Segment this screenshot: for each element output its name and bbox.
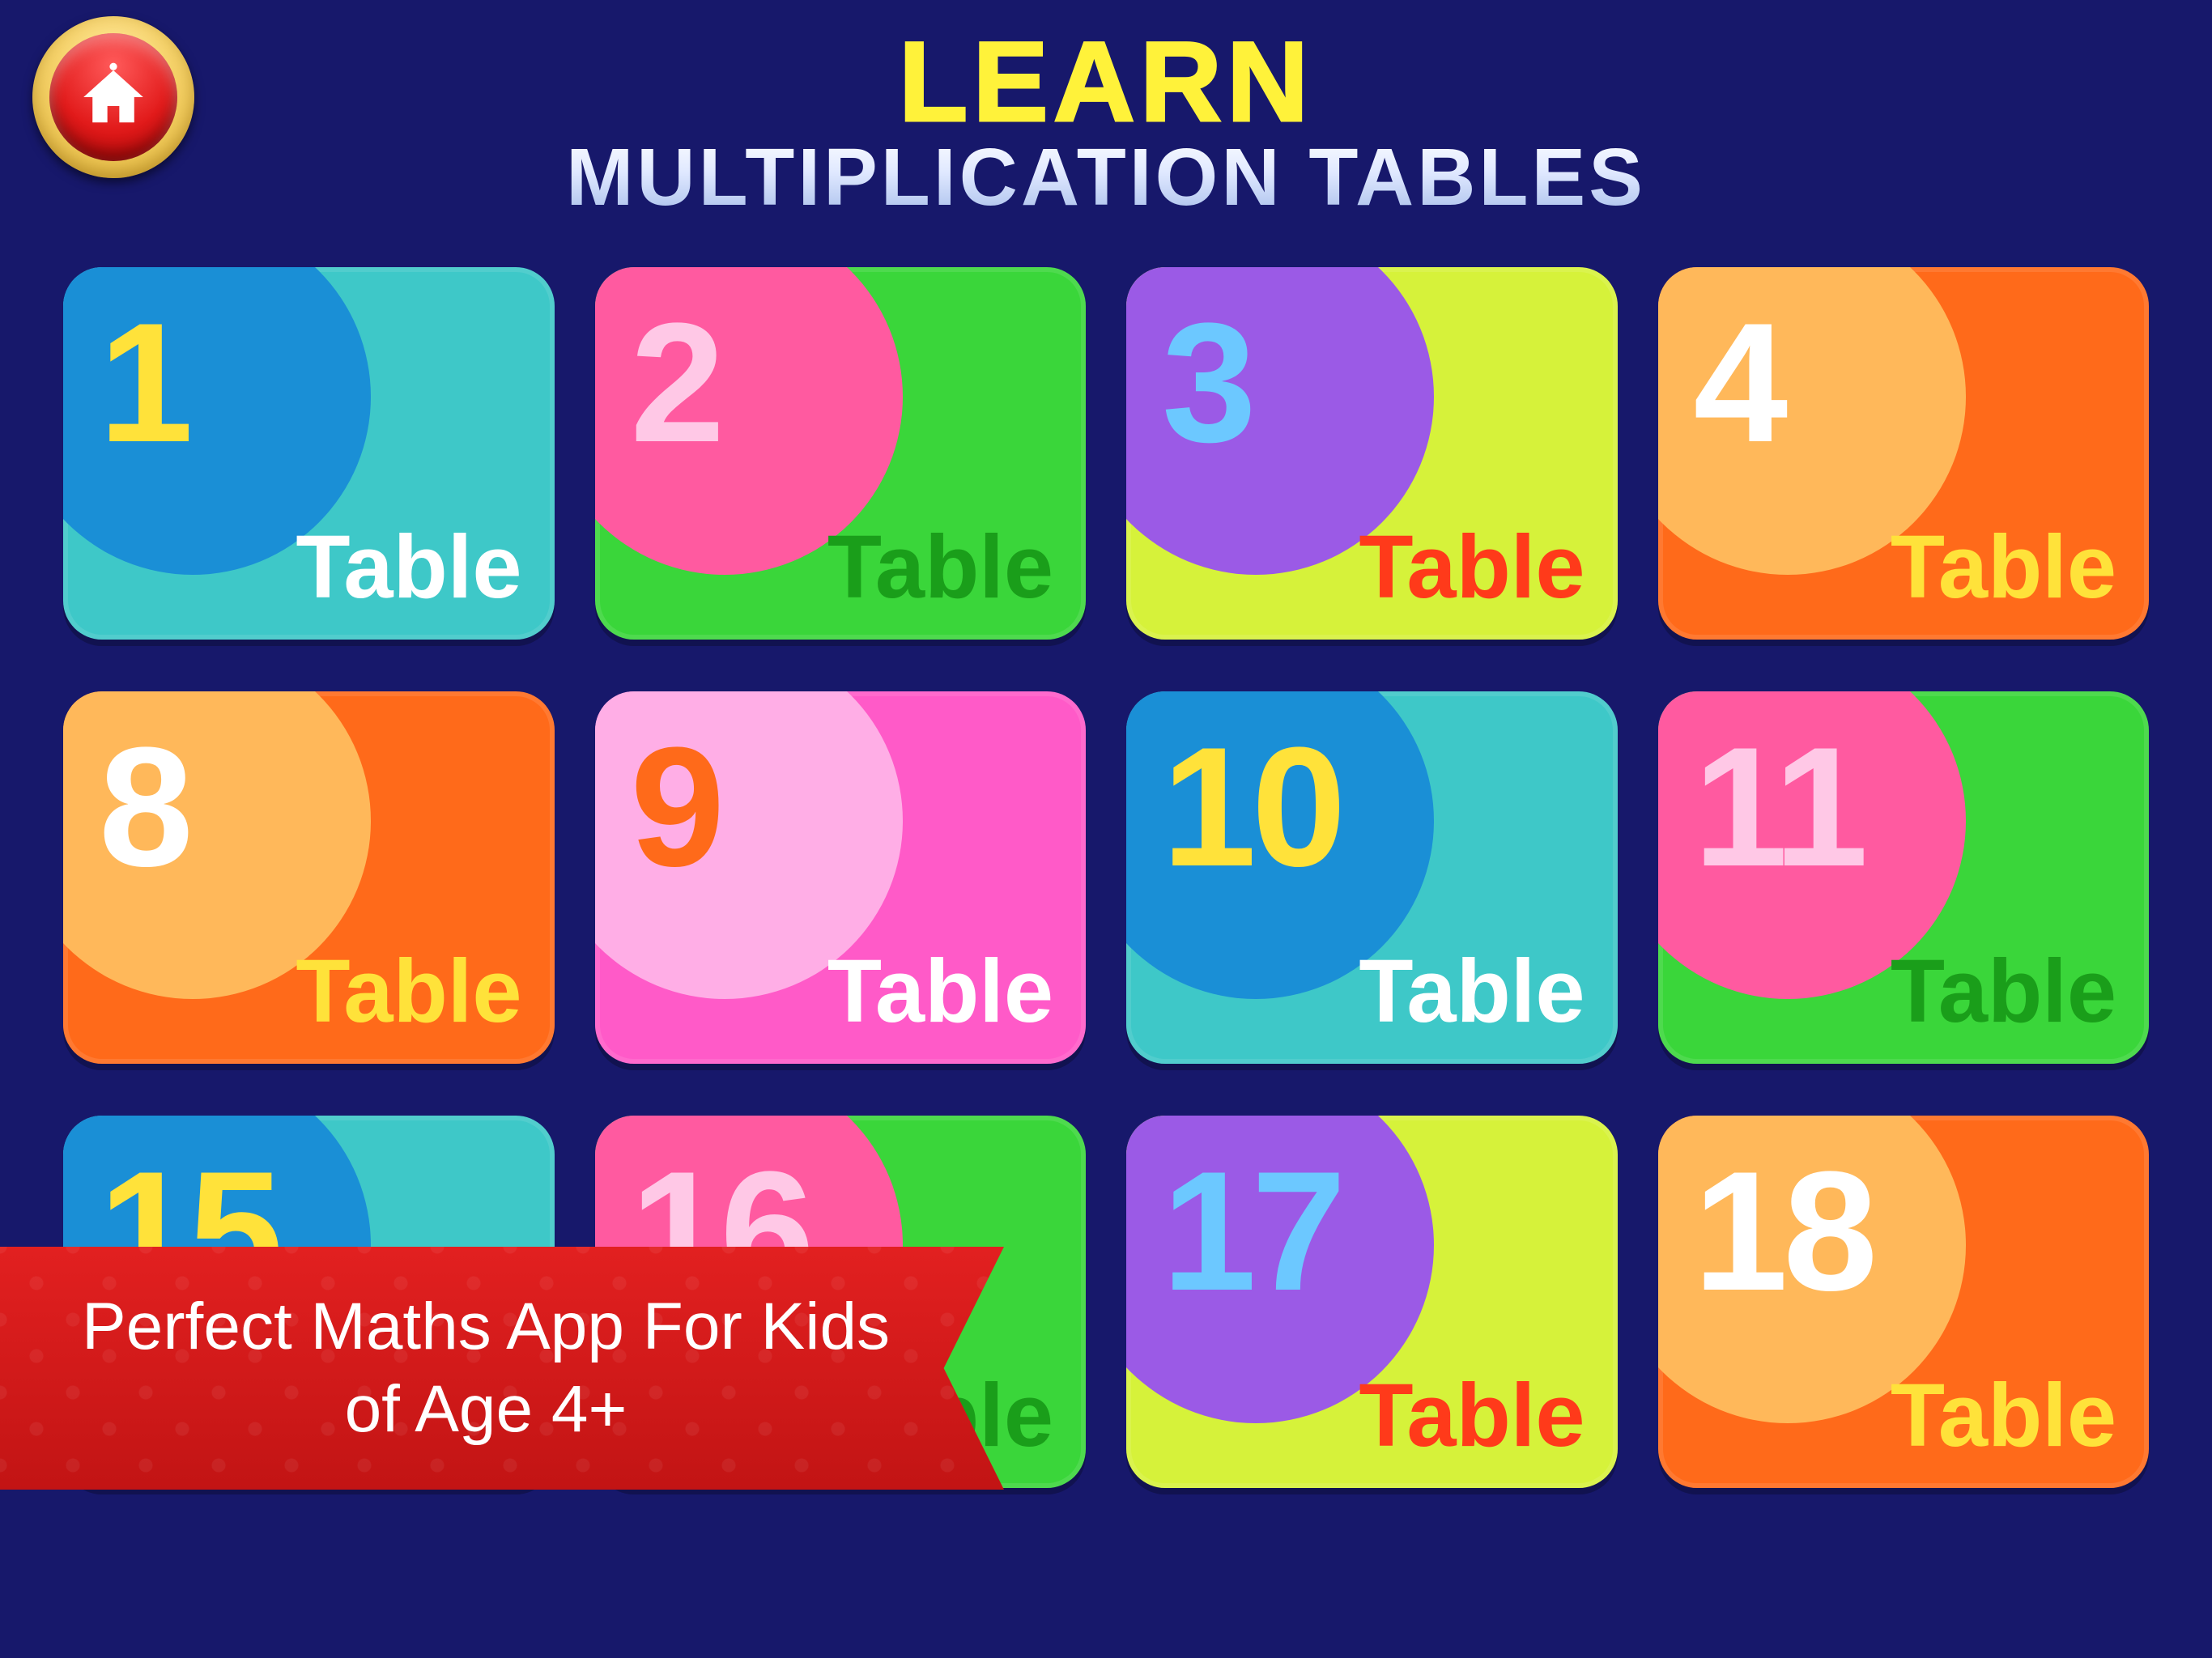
card-number: 4 — [1694, 298, 1784, 468]
title-line-2: MULTIPLICATION TABLES — [0, 131, 2212, 224]
card-number: 10 — [1162, 722, 1342, 892]
table-card-3[interactable]: 3 Table — [1126, 267, 1618, 640]
table-card-1[interactable]: 1 Table — [63, 267, 555, 640]
card-label: Table — [1891, 516, 2116, 619]
card-number: 2 — [631, 298, 721, 468]
card-label: Table — [296, 940, 521, 1043]
card-label: Table — [1891, 1364, 2116, 1467]
card-label: Table — [1359, 1364, 1585, 1467]
home-icon — [76, 60, 151, 134]
table-card-9[interactable]: 9 Table — [595, 691, 1087, 1064]
title-line-1: LEARN — [0, 16, 2212, 147]
table-card-18[interactable]: 18Table — [1658, 1116, 2150, 1488]
table-card-17[interactable]: 17Table — [1126, 1116, 1618, 1488]
card-label: Table — [827, 516, 1053, 619]
home-button[interactable] — [32, 16, 194, 178]
card-number: 18 — [1694, 1146, 1874, 1316]
promo-banner: Perfect Maths App For Kids of Age 4+ — [0, 1247, 1004, 1490]
table-card-4[interactable]: 4 Table — [1658, 267, 2150, 640]
card-number: 3 — [1162, 298, 1252, 468]
card-label: Table — [1359, 940, 1585, 1043]
table-card-2[interactable]: 2 Table — [595, 267, 1087, 640]
home-button-inner — [49, 33, 177, 161]
table-card-8[interactable]: 8 Table — [63, 691, 555, 1064]
card-number: 8 — [99, 722, 189, 892]
card-label: Table — [296, 516, 521, 619]
card-number: 9 — [631, 722, 721, 892]
card-number: 1 — [99, 298, 189, 468]
table-card-10[interactable]: 10Table — [1126, 691, 1618, 1064]
card-label: Table — [1891, 940, 2116, 1043]
promo-banner-text: Perfect Maths App For Kids of Age 4+ — [65, 1286, 907, 1452]
page-title: LEARN MULTIPLICATION TABLES — [0, 16, 2212, 224]
table-card-11[interactable]: 11 Table — [1658, 691, 2150, 1064]
card-label: Table — [827, 940, 1053, 1043]
card-label: Table — [1359, 516, 1585, 619]
card-number: 11 — [1694, 722, 1864, 892]
card-number: 17 — [1162, 1146, 1342, 1316]
